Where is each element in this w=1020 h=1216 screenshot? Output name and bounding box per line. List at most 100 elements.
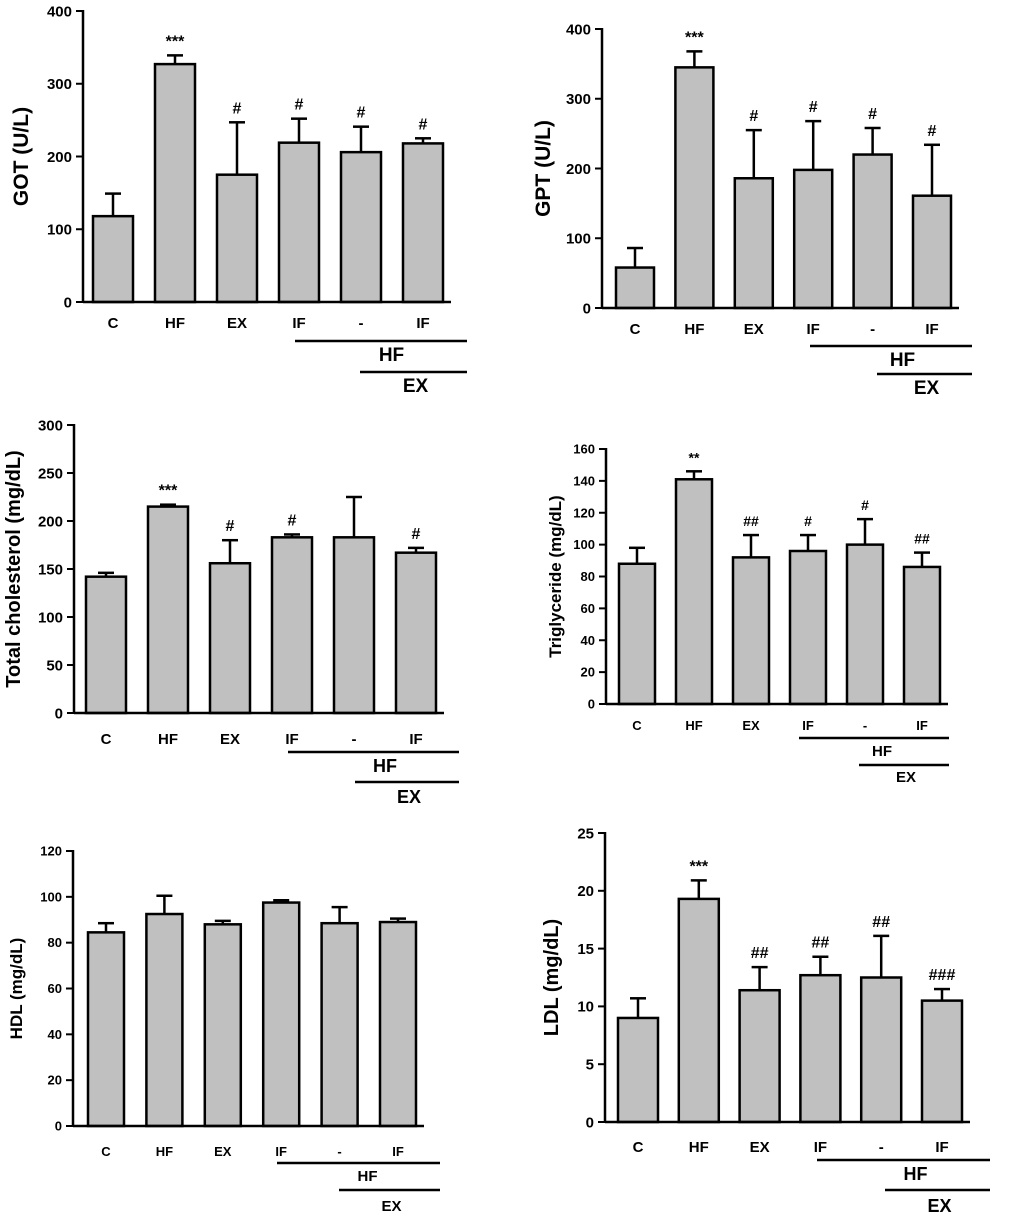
bar-5: [339, 150, 383, 304]
significance-mark: #: [809, 99, 818, 116]
y-tick-label: 20: [581, 665, 595, 680]
x-tick-label: -: [879, 1139, 884, 1156]
bar-2: [674, 66, 715, 310]
chart-panel-4: **## ####020406080100120140160Triglycerid…: [546, 442, 949, 786]
y-tick-label: 80: [581, 569, 595, 584]
x-tick-label: HF: [684, 321, 704, 338]
x-tick-label: C: [632, 718, 642, 733]
x-tick-label: HF: [685, 718, 702, 733]
bar-2: [677, 897, 721, 1124]
x-tick-label: -: [352, 731, 357, 748]
y-tick-label: 0: [583, 300, 591, 317]
x-tick-label: IF: [292, 315, 305, 332]
hf-group-label: HF: [890, 350, 915, 371]
x-tick-label: C: [101, 1144, 111, 1159]
y-axis-title: Triglyceride (mg/dL): [546, 495, 565, 657]
x-tick-label: HF: [158, 731, 178, 748]
bar-2: [146, 505, 190, 715]
bar-6: [401, 142, 445, 304]
significance-mark: #: [295, 97, 304, 114]
significance-mark: ***: [166, 33, 185, 50]
x-tick-label: IF: [925, 321, 938, 338]
y-tick-label: 100: [40, 889, 62, 904]
significance-mark: #: [928, 123, 937, 140]
bar-6: [911, 194, 953, 310]
y-tick-label: 60: [48, 981, 62, 996]
y-tick-label: 0: [588, 697, 595, 712]
ex-group-label: EX: [397, 787, 421, 807]
ex-group-label: EX: [381, 1198, 401, 1215]
bar-6: [394, 551, 438, 715]
x-tick-label: HF: [689, 1139, 709, 1156]
y-tick-label: 140: [573, 473, 595, 488]
x-tick-label: EX: [214, 1144, 232, 1159]
significance-mark: ***: [685, 29, 704, 46]
x-tick-label: C: [630, 321, 641, 338]
significance-mark: ##: [743, 513, 759, 529]
significance-mark: ##: [751, 945, 769, 962]
significance-mark: #: [749, 108, 758, 125]
y-axis-title: HDL (mg/dL): [7, 938, 26, 1040]
x-tick-label: IF: [275, 1144, 287, 1159]
x-tick-label: HF: [165, 315, 185, 332]
bar-2: [145, 912, 184, 1128]
y-axis-title: LDL (mg/dL): [541, 919, 563, 1036]
bar-3: [738, 988, 781, 1124]
bar-6: [378, 920, 418, 1128]
x-tick-label: IF: [916, 718, 928, 733]
y-tick-label: 100: [38, 609, 63, 626]
significance-mark: **: [689, 449, 700, 465]
bar-4: [277, 141, 321, 304]
significance-mark: #: [419, 116, 428, 133]
significance-mark: #: [804, 513, 812, 529]
y-tick-label: 150: [38, 561, 63, 578]
bar-3: [215, 173, 259, 304]
y-tick-label: 20: [48, 1073, 62, 1088]
y-tick-label: 100: [573, 537, 595, 552]
hf-group-label: HF: [358, 1168, 378, 1185]
x-tick-label: C: [101, 731, 112, 748]
y-tick-label: 40: [581, 633, 595, 648]
chart-panel-3: *** # # #0 50 100 150 200 250 300 Total cholestero…: [3, 417, 459, 807]
x-tick-label: -: [337, 1144, 341, 1159]
bar-1: [91, 214, 135, 304]
bar-5: [320, 921, 359, 1128]
y-tick-label: 200: [47, 149, 72, 166]
significance-mark: ***: [689, 858, 708, 875]
bar-5: [332, 536, 376, 715]
x-tick-label: IF: [814, 1139, 827, 1156]
y-tick-label: 120: [40, 844, 62, 859]
bar-1: [86, 931, 126, 1128]
ex-group-label: EX: [914, 378, 940, 399]
x-tick-label: IF: [935, 1139, 948, 1156]
bar-2: [674, 478, 714, 706]
significance-mark: ##: [914, 531, 930, 547]
x-tick-label: EX: [227, 315, 247, 332]
bar-3: [208, 561, 252, 715]
bar-3: [731, 556, 771, 706]
y-tick-label: 300: [47, 76, 72, 93]
x-tick-label: IF: [802, 718, 814, 733]
y-tick-label: 20: [577, 883, 594, 900]
bar-5: [852, 153, 893, 310]
x-tick-label: IF: [285, 731, 298, 748]
y-tick-label: 400: [47, 3, 72, 20]
y-tick-label: 60: [581, 601, 595, 616]
significance-mark: #: [868, 106, 877, 123]
x-tick-label: HF: [156, 1144, 173, 1159]
significance-mark: #: [233, 100, 242, 117]
bar-4: [792, 168, 834, 310]
y-tick-label: 100: [47, 222, 72, 239]
x-tick-label: IF: [416, 315, 429, 332]
significance-mark: #: [412, 526, 421, 543]
bar-1: [617, 562, 657, 706]
bar-4: [261, 901, 301, 1128]
bar-4: [799, 973, 842, 1124]
significance-mark: #: [226, 518, 235, 535]
y-tick-label: 15: [577, 941, 594, 958]
significance-mark: #: [357, 105, 366, 122]
y-axis-title: Total cholesterol (mg/dL): [3, 450, 25, 687]
significance-mark: #: [861, 497, 869, 513]
ex-group-label: EX: [896, 769, 916, 786]
